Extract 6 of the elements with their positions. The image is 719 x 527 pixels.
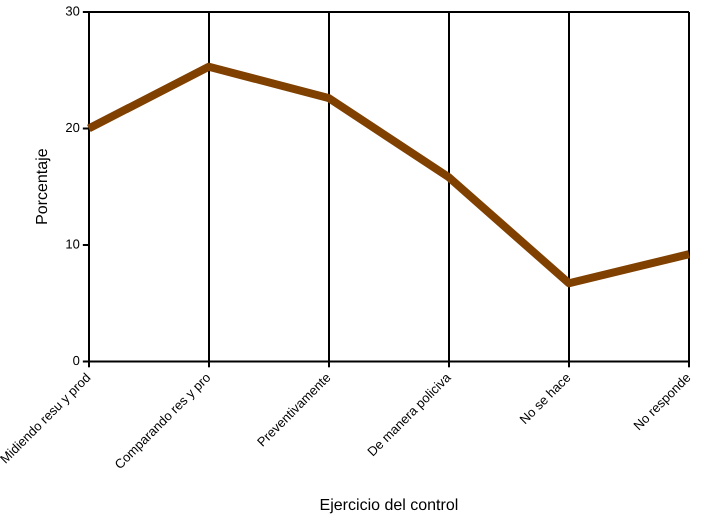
y-axis-title: Porcentaje (34, 148, 52, 225)
y-tick-label: 20 (65, 120, 80, 136)
x-axis-title: Ejercicio del control (320, 496, 458, 514)
y-tick-label: 30 (65, 4, 80, 19)
y-tick-label: 0 (72, 352, 80, 368)
y-tick-label: 10 (65, 236, 80, 252)
